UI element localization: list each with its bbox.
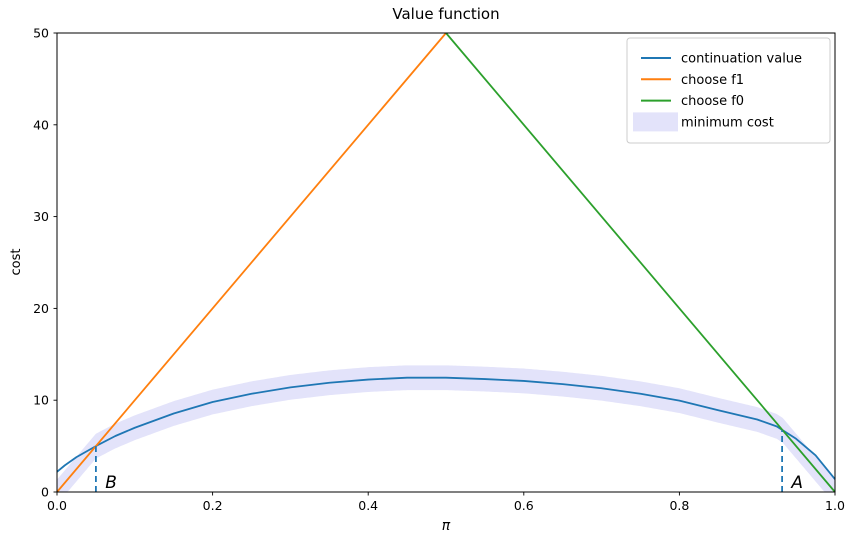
series-continuation-value [56, 376, 836, 480]
legend-entry-continuation-value: continuation value [641, 52, 802, 67]
legend-entry-choose-f0: choose f0 [641, 94, 744, 109]
min-cost-band [57, 365, 835, 492]
legend-entry-choose-f1: choose f1 [641, 73, 744, 88]
y-tick-label: 0 [41, 485, 49, 500]
legend-label: choose f1 [681, 73, 744, 88]
y-tick-label: 30 [33, 209, 49, 224]
y-tick-label: 50 [33, 26, 49, 41]
y-tick-label: 20 [33, 301, 49, 316]
x-tick-label: 1.0 [825, 498, 845, 513]
x-tick-label: 0.6 [514, 498, 534, 513]
x-tick-label: 0.8 [669, 498, 689, 513]
x-tick-label: 0.2 [203, 498, 223, 513]
legend-label: continuation value [681, 52, 802, 67]
legend-label: choose f0 [681, 94, 744, 109]
legend-patch-swatch [633, 112, 678, 132]
legend-label: minimum cost [681, 115, 774, 130]
legend-entry-minimum-cost: minimum cost [633, 112, 774, 132]
x-tick-label: 0.0 [47, 498, 67, 513]
plot-spines [56, 32, 836, 493]
annotation-label-A: A [790, 473, 803, 493]
y-tick-label: 40 [33, 117, 49, 132]
annotation-label-B: B [105, 473, 117, 493]
series-choose-f1 [56, 32, 447, 493]
legend: continuation value choose f1 choose f0 mini… [626, 37, 831, 144]
x-tick-label: 0.4 [358, 498, 378, 513]
series-choose-f0 [445, 32, 836, 493]
y-tick-label: 10 [33, 393, 49, 408]
